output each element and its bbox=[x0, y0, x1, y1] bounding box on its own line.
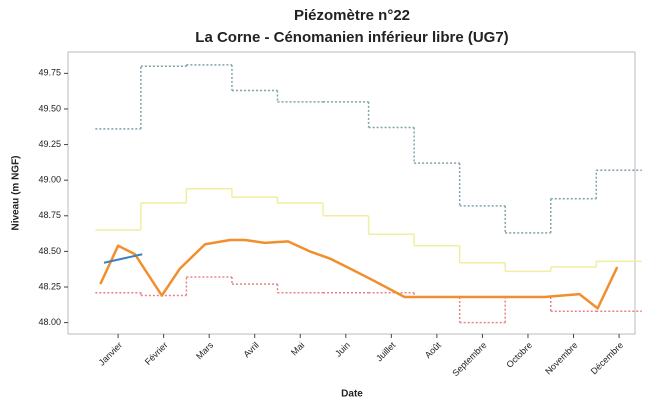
x-tick-label: Mai bbox=[289, 340, 306, 357]
y-tick-label: 48.75 bbox=[38, 210, 61, 220]
y-axis-label: Niveau (m NGF) bbox=[11, 155, 22, 230]
x-tick-label: Septembre bbox=[450, 340, 488, 378]
x-tick-label: Août bbox=[423, 340, 444, 361]
y-tick-label: 49.25 bbox=[38, 139, 61, 149]
x-tick-label: Octobre bbox=[504, 340, 534, 370]
x-tick-label: Juin bbox=[333, 340, 352, 359]
x-tick-label: Juillet bbox=[374, 340, 398, 364]
x-tick-label: Février bbox=[143, 340, 170, 367]
plot-frame bbox=[67, 51, 636, 335]
line-series bbox=[103, 253, 143, 264]
x-tick-label: Décembre bbox=[589, 340, 625, 376]
x-axis-label: Date bbox=[341, 389, 363, 400]
chart-title: Piézomètre n°22 bbox=[294, 7, 410, 24]
y-tick-label: 49.50 bbox=[38, 103, 61, 113]
line-series bbox=[99, 238, 619, 310]
x-tick-label: Novembre bbox=[543, 340, 579, 376]
x-tick-label: Mars bbox=[194, 340, 216, 362]
y-tick-label: 48.25 bbox=[38, 281, 61, 291]
x-tick-label: Avril bbox=[241, 340, 260, 359]
y-tick-label: 48.50 bbox=[38, 246, 61, 256]
y-tick-label: 49.75 bbox=[38, 68, 61, 78]
y-tick-label: 48.00 bbox=[38, 317, 61, 327]
y-tick-label: 49.00 bbox=[38, 175, 61, 185]
x-tick-label: Janvier bbox=[97, 340, 125, 368]
chart-subtitle: La Corne - Cénomanien inférieur libre (U… bbox=[195, 29, 508, 46]
